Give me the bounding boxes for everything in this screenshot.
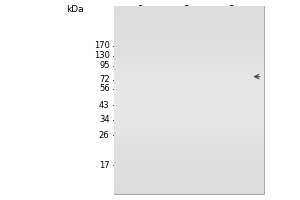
- Bar: [114, 6, 264, 194]
- Bar: [128, 72, 154, 79]
- Text: kDa: kDa: [66, 5, 84, 14]
- Text: 170: 170: [94, 42, 109, 50]
- Text: 72: 72: [99, 75, 110, 84]
- Text: 3: 3: [228, 5, 234, 15]
- Text: 2: 2: [183, 5, 189, 15]
- Bar: [220, 58, 242, 62]
- Text: 34: 34: [99, 116, 110, 124]
- Text: 1: 1: [138, 5, 144, 15]
- Text: 95: 95: [99, 62, 110, 71]
- Text: 17: 17: [99, 160, 110, 170]
- Text: 130: 130: [94, 51, 109, 60]
- Text: 26: 26: [99, 130, 110, 140]
- Text: 43: 43: [99, 100, 110, 110]
- Bar: [175, 58, 197, 62]
- Text: 56: 56: [99, 84, 110, 93]
- Bar: [218, 72, 244, 79]
- Bar: [130, 42, 152, 48]
- Bar: [173, 72, 199, 79]
